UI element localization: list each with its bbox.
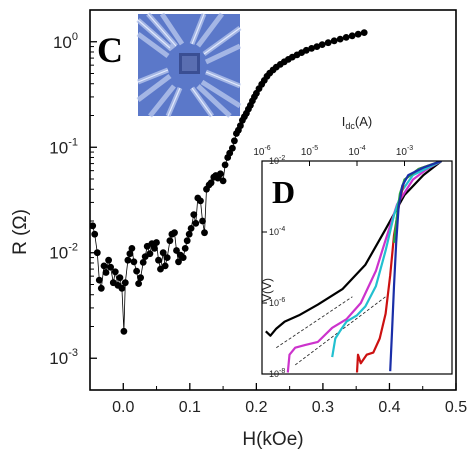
panel-c-data-point bbox=[91, 230, 99, 238]
panel-c-data-point bbox=[199, 217, 206, 225]
panel-c-data-point bbox=[163, 254, 171, 261]
panel-c-data-point bbox=[128, 245, 136, 252]
panel-c-data-point bbox=[175, 258, 182, 266]
panel-d-xtick-label: 10-6 bbox=[253, 145, 270, 158]
panel-d-ytick-label: 10-4 bbox=[269, 226, 285, 237]
panel-c-data-point bbox=[181, 245, 189, 252]
panel-d-ytick-label: 10-6 bbox=[269, 297, 285, 308]
panel-c-data-point bbox=[166, 237, 174, 245]
panel-c-data-point bbox=[219, 177, 227, 185]
panel-c-data-point bbox=[153, 239, 160, 246]
panel-c-data-point bbox=[330, 37, 338, 45]
panel-c-data-point bbox=[90, 222, 97, 230]
panel-d-letter: D bbox=[272, 174, 295, 210]
panel-c-data-point bbox=[221, 161, 229, 169]
panel-c-data-point bbox=[118, 284, 126, 292]
panel-c-xtick-label: 0.1 bbox=[179, 399, 201, 416]
panel-c-data-point bbox=[146, 250, 154, 258]
panel-c-xtick-label: 0.0 bbox=[112, 399, 134, 416]
panel-c-data-point bbox=[130, 258, 138, 266]
panel-d-chart: D 10-8 10-6 10-4 10-2 10-6 10-5 10-4 10-3 Idc(… bbox=[253, 114, 453, 379]
panel-c-data-point bbox=[151, 245, 158, 252]
panel-c-data-point bbox=[354, 30, 362, 38]
panel-d-series-line bbox=[286, 161, 443, 373]
panel-c-data-point bbox=[102, 269, 110, 276]
panel-c-data-point bbox=[308, 45, 315, 52]
panel-c-data-point bbox=[324, 39, 332, 47]
panel-c-data-point bbox=[185, 230, 193, 238]
panel-c-data-point bbox=[192, 219, 200, 227]
panel-c-data-point bbox=[237, 122, 244, 130]
panel-c-data-point bbox=[135, 280, 143, 287]
panel-c-ytick-label: 100 bbox=[53, 31, 78, 52]
panel-d-xtick-label: 10-5 bbox=[301, 145, 318, 158]
panel-c-xtick-label: 0.3 bbox=[312, 399, 334, 416]
panel-c-data-point bbox=[313, 43, 321, 50]
device-micrograph-image bbox=[136, 12, 242, 118]
panel-c-xtick-label: 0.4 bbox=[378, 399, 400, 416]
panel-c-data-point bbox=[97, 284, 105, 292]
panel-d-xlabel: Idc(A) bbox=[342, 114, 372, 131]
panel-c-data-point bbox=[161, 262, 169, 270]
panel-c-data-point bbox=[116, 274, 124, 282]
panel-c-xlabel: H(kOe) bbox=[242, 429, 303, 450]
panel-c-data-point bbox=[173, 247, 180, 254]
panel-c-data-point bbox=[111, 268, 119, 276]
panel-d-series-line bbox=[389, 161, 442, 372]
panel-c-data-point bbox=[93, 249, 101, 257]
panel-d-ylabel: V(V) bbox=[260, 278, 274, 302]
panel-c-data-point bbox=[190, 211, 198, 219]
panel-c-data-point bbox=[318, 41, 326, 48]
panel-c-data-point bbox=[348, 32, 356, 40]
panel-c-data-point bbox=[124, 256, 132, 264]
panel-c-data-point bbox=[302, 46, 310, 54]
panel-c-data-point bbox=[187, 225, 195, 232]
panel-d-ytick-label: 10-8 bbox=[269, 368, 285, 379]
panel-c-data-point bbox=[107, 263, 114, 271]
panel-c-data-point bbox=[155, 256, 162, 264]
panel-c-data-point bbox=[179, 254, 187, 261]
panel-d-series-line bbox=[331, 161, 442, 358]
panel-c-frame bbox=[89, 9, 457, 391]
panel-c-ytick-label: 10-3 bbox=[49, 347, 78, 368]
panel-c-data-point bbox=[100, 262, 108, 270]
panel-c-ytick-label: 10-2 bbox=[49, 242, 78, 263]
panel-c-data-point bbox=[120, 327, 128, 335]
panel-d-guide-line bbox=[276, 296, 353, 349]
panel-c-data-point bbox=[336, 35, 344, 43]
panel-d-xtick-label: 10-3 bbox=[396, 145, 413, 158]
panel-c-data-point bbox=[159, 249, 167, 257]
panel-c-data-point bbox=[217, 170, 224, 178]
panel-c-data-point bbox=[137, 274, 145, 282]
panel-d-background bbox=[262, 161, 452, 374]
panel-c-data-point bbox=[197, 197, 204, 205]
panel-c-data-point bbox=[95, 276, 103, 284]
panel-c-data-point bbox=[183, 237, 191, 245]
panel-c-data-point bbox=[126, 250, 134, 258]
panel-d-ytick-label: 10-2 bbox=[269, 155, 285, 166]
panel-c-xtick-label: 0.2 bbox=[245, 399, 267, 416]
panel-c-ylabel: R (Ω) bbox=[10, 209, 31, 255]
panel-c-data-point bbox=[121, 279, 129, 287]
panel-d-series-line bbox=[265, 161, 443, 337]
panel-c-xtick-label: 0.5 bbox=[445, 399, 467, 416]
panel-d-xtick-label: 10-4 bbox=[348, 145, 365, 158]
panel-c-data-point bbox=[105, 256, 112, 264]
panel-c-data-point bbox=[133, 267, 141, 275]
panel-c-letter: C bbox=[97, 30, 123, 70]
panel-c-data-point bbox=[229, 144, 236, 152]
panel-c-chart: C 10-3 10-2 10-1 100 0.0 0.1 0.2 0.3 0.4 0.5 H(k… bbox=[10, 9, 467, 450]
panel-c-data-point bbox=[231, 137, 238, 145]
panel-c-data-point bbox=[171, 229, 178, 237]
panel-c-data-point bbox=[139, 259, 147, 266]
panel-c-data-point bbox=[360, 29, 368, 36]
panel-c-data-point bbox=[342, 34, 350, 41]
panel-c-data-point bbox=[207, 179, 215, 187]
panel-c-ytick-label: 10-1 bbox=[49, 136, 78, 157]
panel-c-data-point bbox=[201, 229, 208, 237]
